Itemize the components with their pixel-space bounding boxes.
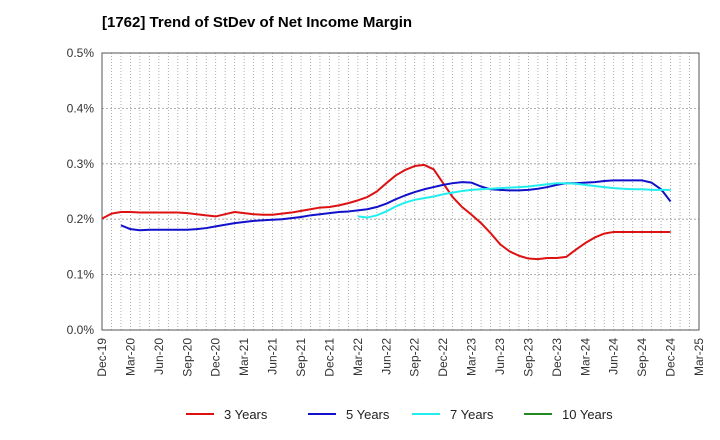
x-tick-label: Mar-20 (123, 338, 137, 376)
x-tick-label: Dec-24 (664, 338, 678, 377)
x-tick-label: Sep-24 (635, 338, 649, 377)
series-line-3-years (101, 163, 671, 261)
x-tick-label: Mar-22 (351, 338, 365, 376)
x-tick-label: Mar-23 (465, 338, 479, 376)
y-tick-label: 0.4% (67, 101, 95, 115)
x-tick-label: Sep-23 (521, 338, 535, 377)
x-tick-label: Mar-21 (237, 338, 251, 376)
legend-label: 3 Years (224, 407, 268, 422)
y-tick-label: 0.5% (67, 46, 95, 60)
x-tick-label: Jun-24 (607, 338, 621, 375)
x-tick-label: Mar-25 (692, 338, 706, 376)
y-tick-label: 0.3% (67, 157, 95, 171)
x-tick-label: Dec-22 (436, 338, 450, 377)
y-tick-label: 0.1% (67, 268, 95, 282)
legend-label: 5 Years (346, 407, 390, 422)
x-tick-label: Dec-20 (209, 338, 223, 377)
x-tick-label: Sep-20 (180, 338, 194, 377)
legend-label: 7 Years (450, 407, 494, 422)
x-tick-label: Dec-23 (550, 338, 564, 377)
x-tick-label: Sep-21 (294, 338, 308, 377)
plot-area-border (101, 52, 700, 331)
x-tick-label: Dec-19 (95, 338, 109, 377)
x-tick-label: Sep-22 (408, 338, 422, 377)
x-tick-label: Jun-22 (379, 338, 393, 375)
chart-title: [1762] Trend of StDev of Net Income Marg… (102, 14, 413, 31)
series-line-7-years (357, 182, 671, 219)
x-tick-label: Jun-20 (152, 338, 166, 375)
x-tick-label: Jun-21 (266, 338, 280, 375)
x-tick-label: Jun-23 (493, 338, 507, 375)
x-tick-label: Dec-21 (322, 338, 336, 377)
x-tick-label: Mar-24 (578, 338, 592, 376)
y-tick-label: 0.0% (67, 323, 95, 337)
legend-label: 10 Years (562, 407, 613, 422)
series-line-5-years (120, 179, 672, 232)
y-tick-label: 0.2% (67, 212, 95, 226)
